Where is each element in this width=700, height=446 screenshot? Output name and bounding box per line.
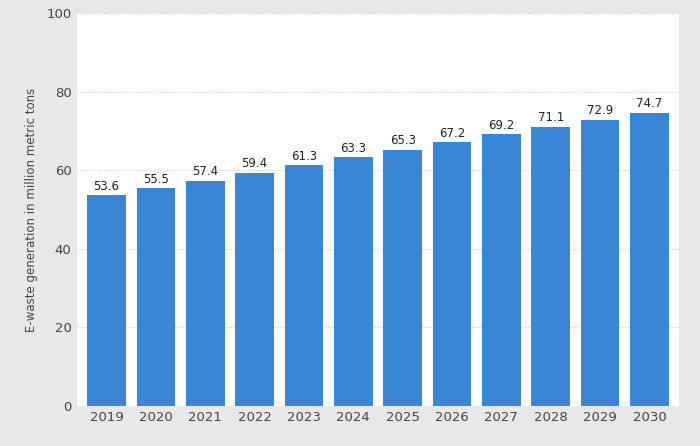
Bar [384,149,422,406]
Bar [433,142,471,406]
Bar [235,173,274,406]
Y-axis label: E-waste generation in million metric tons: E-waste generation in million metric ton… [25,87,38,332]
Bar [88,195,126,406]
Bar [630,113,668,406]
Text: 72.9: 72.9 [587,104,613,117]
Bar [334,157,372,406]
Text: 74.7: 74.7 [636,97,662,110]
Text: 59.4: 59.4 [241,157,267,170]
Bar [581,120,620,406]
Bar [285,165,323,406]
Text: 71.1: 71.1 [538,112,564,124]
Bar [482,134,521,406]
Text: 61.3: 61.3 [291,150,317,163]
Bar [186,181,225,406]
Text: 65.3: 65.3 [390,134,416,147]
Text: 63.3: 63.3 [340,142,366,155]
Bar [136,188,175,406]
Text: 67.2: 67.2 [439,127,465,140]
Text: 57.4: 57.4 [193,165,218,178]
Bar [531,127,570,406]
Text: 53.6: 53.6 [94,180,120,193]
Text: 69.2: 69.2 [488,119,514,132]
Text: 55.5: 55.5 [143,173,169,186]
